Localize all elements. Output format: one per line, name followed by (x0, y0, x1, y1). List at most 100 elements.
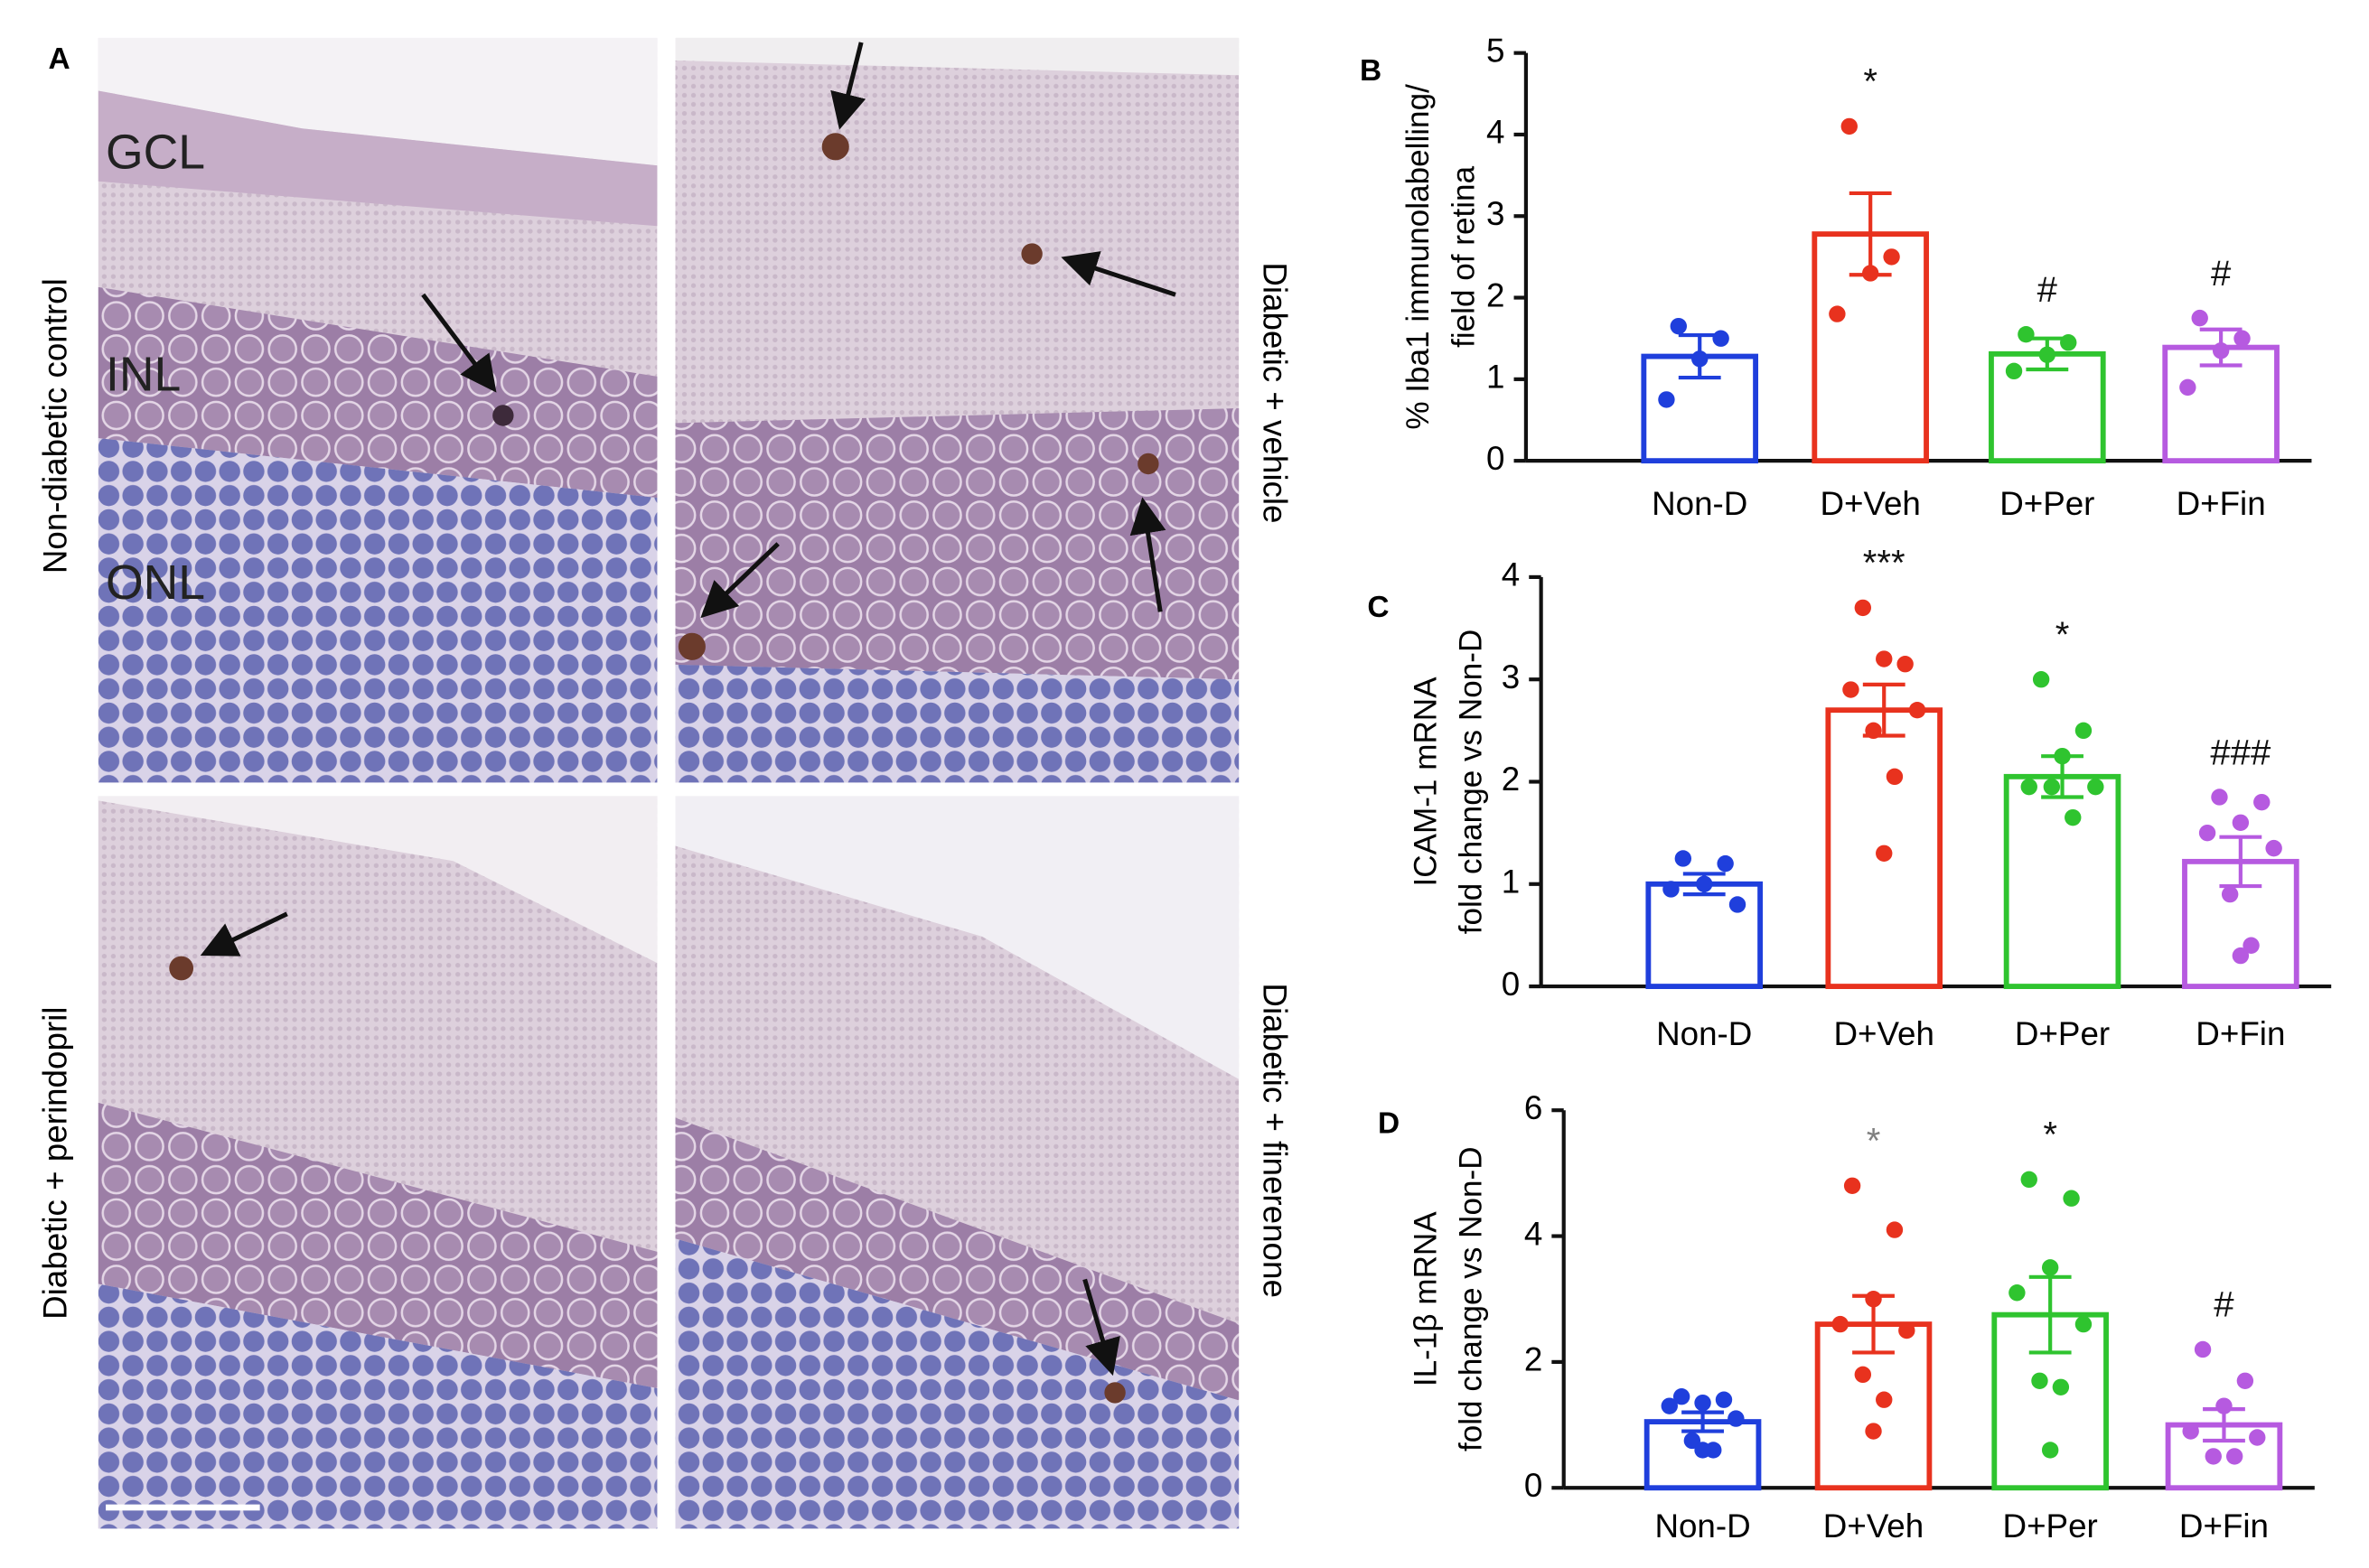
y-tick-label: 5 (1486, 32, 1504, 69)
layer-label: INL (106, 348, 181, 401)
panel-letter: B (1360, 54, 1381, 88)
data-point (1728, 1410, 1745, 1427)
data-point (1672, 1388, 1690, 1405)
y-tick-label: 1 (1486, 359, 1504, 396)
data-point (1840, 117, 1858, 135)
x-tick-label: D+Veh (1823, 1507, 1924, 1545)
data-point (2043, 778, 2061, 796)
y-axis-label: IL-1β mRNA (1409, 1211, 1444, 1386)
y-tick-label: 3 (1502, 658, 1520, 695)
data-point (2194, 1340, 2212, 1358)
x-tick-label: D+Fin (2179, 1507, 2269, 1545)
significance-label: # (2214, 1284, 2234, 1325)
data-point (2236, 1372, 2254, 1389)
significance-label: # (2211, 253, 2232, 294)
data-point (1661, 1397, 1678, 1414)
data-point (1674, 850, 1692, 867)
cells-stained (169, 133, 1159, 1404)
data-point (2211, 789, 2228, 806)
data-point (2182, 1423, 2199, 1440)
layer-label: GCL (106, 126, 205, 180)
data-point (2031, 1372, 2048, 1389)
significance-label: * (1863, 61, 1877, 102)
data-point (2052, 1378, 2070, 1395)
data-point (1662, 881, 1680, 898)
data-point (2020, 1171, 2037, 1189)
data-point (1854, 599, 1872, 617)
data-point (1670, 317, 1688, 335)
data-point (1831, 1315, 1849, 1333)
y-axis-label: fold change vs Non-D (1454, 630, 1489, 935)
data-point (1712, 330, 1729, 347)
data-point (2074, 722, 2093, 740)
data-point (1843, 1177, 1861, 1195)
data-point (2225, 1448, 2243, 1465)
data-point (2215, 1397, 2233, 1414)
data-point (1886, 1221, 1904, 1238)
data-point (1865, 1291, 1882, 1308)
data-point (1908, 701, 1926, 719)
data-point (1694, 1442, 1711, 1459)
x-tick-label: D+Veh (1820, 485, 1920, 522)
data-point (1694, 1394, 1711, 1412)
y-axis-label: ICAM-1 mRNA (1409, 677, 1444, 887)
data-point (2232, 814, 2250, 832)
data-point (1876, 1391, 1893, 1408)
data-point (2191, 309, 2208, 327)
y-tick-label: 6 (1524, 1089, 1542, 1126)
significance-label: *** (1863, 543, 1906, 583)
data-point (2018, 325, 2035, 343)
x-tick-label: D+Fin (2177, 485, 2266, 522)
data-point (2074, 1315, 2093, 1333)
data-point (1715, 1391, 1733, 1408)
data-point (2065, 808, 2082, 826)
data-point (1886, 768, 1904, 786)
data-point (1876, 650, 1893, 667)
image-caption: Diabetic + perindopril (36, 1007, 73, 1320)
data-point (1696, 875, 1713, 892)
significance-label: # (2037, 269, 2058, 310)
data-point (2041, 1442, 2059, 1459)
panel-letter: D (1378, 1107, 1400, 1141)
x-tick-label: Non-D (1656, 1015, 1752, 1052)
data-point (2032, 671, 2050, 688)
data-point (2041, 1259, 2059, 1276)
data-point (2038, 346, 2056, 363)
y-tick-label: 4 (1524, 1215, 1542, 1252)
image-caption: Diabetic + finerenone (1256, 983, 1293, 1297)
y-tick-label: 4 (1486, 114, 1504, 151)
y-tick-label: 0 (1524, 1467, 1542, 1504)
x-tick-label: D+Veh (1834, 1015, 1934, 1052)
panel-letter: C (1367, 591, 1389, 624)
layer-label: ONL (106, 556, 205, 610)
data-point (1896, 656, 1914, 673)
significance-label: ### (2210, 732, 2271, 772)
y-axis-label: field of retina (1446, 165, 1481, 347)
micrograph-bl (98, 796, 658, 1529)
x-tick-label: Non-D (1652, 485, 1747, 522)
data-point (1861, 265, 1879, 282)
data-point (1691, 350, 1709, 368)
x-tick-label: Non-D (1654, 1507, 1750, 1545)
data-point (2249, 1429, 2266, 1446)
y-tick-label: 0 (1502, 966, 1520, 1003)
x-tick-label: D+Per (2003, 1507, 2098, 1545)
data-point (2253, 793, 2271, 811)
micrograph-tr (675, 37, 1240, 783)
data-point (1829, 305, 1846, 322)
data-point (1658, 391, 1675, 408)
data-point (2205, 1448, 2222, 1465)
micrograph-br (675, 796, 1240, 1529)
data-point (2243, 937, 2260, 954)
data-point (2060, 334, 2077, 351)
data-point (2054, 747, 2071, 765)
data-point (1854, 1366, 1872, 1384)
data-point (1865, 722, 1882, 740)
x-tick-label: D+Per (1999, 485, 2094, 522)
y-tick-label: 2 (1486, 276, 1504, 313)
y-tick-label: 2 (1502, 761, 1520, 798)
y-axis-label: fold change vs Non-D (1454, 1146, 1489, 1451)
y-tick-label: 1 (1502, 863, 1520, 901)
data-point (2198, 824, 2216, 842)
